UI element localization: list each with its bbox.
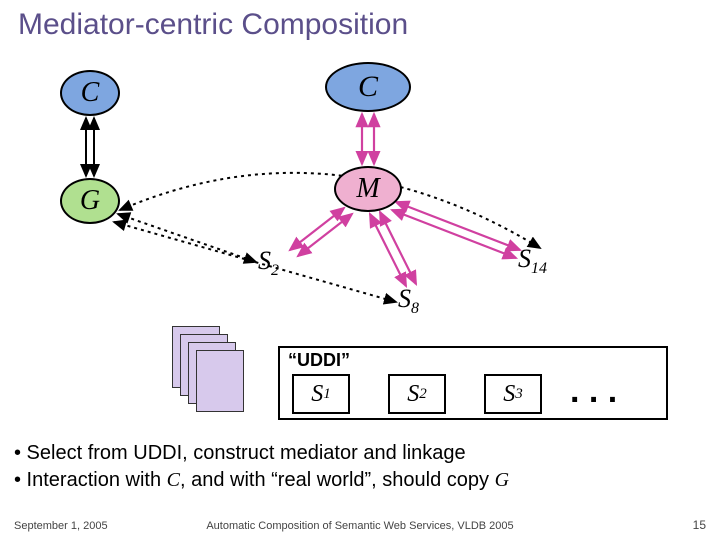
edge-g-s14 xyxy=(120,173,540,248)
node-m: M xyxy=(334,166,402,212)
node-c-left: C xyxy=(60,70,120,116)
bullet-1: • Select from UDDI, construct mediator a… xyxy=(14,440,509,467)
label-s14: S14 xyxy=(518,244,547,278)
footer-page: 15 xyxy=(693,518,706,532)
uddi-item-s2: S2 xyxy=(388,374,446,414)
label-s2: S2 xyxy=(258,246,279,280)
edge-m-s14-b xyxy=(392,210,516,258)
edge-g-s8 xyxy=(114,222,396,302)
uddi-item-s1: S1 xyxy=(292,374,350,414)
edge-m-s2-b xyxy=(298,214,352,256)
stack-rect-4 xyxy=(196,350,244,412)
bullet-list: • Select from UDDI, construct mediator a… xyxy=(14,440,509,494)
node-g: G xyxy=(60,178,120,224)
uddi-label: “UDDI” xyxy=(288,350,350,371)
edge-m-s14 xyxy=(396,202,520,250)
edge-m-s2 xyxy=(290,208,344,250)
bullet-2: • Interaction with C, and with “real wor… xyxy=(14,467,509,494)
edge-m-s8-b xyxy=(380,212,416,284)
uddi-item-s3: S3 xyxy=(484,374,542,414)
edge-g-s2 xyxy=(118,214,256,262)
edge-m-s8 xyxy=(370,214,406,286)
label-s8: S8 xyxy=(398,284,419,318)
slide-title: Mediator-centric Composition xyxy=(18,8,408,42)
node-c-right: C xyxy=(325,62,411,112)
footer-center: Automatic Composition of Semantic Web Se… xyxy=(0,520,720,532)
uddi-dots: . . . xyxy=(570,372,617,411)
